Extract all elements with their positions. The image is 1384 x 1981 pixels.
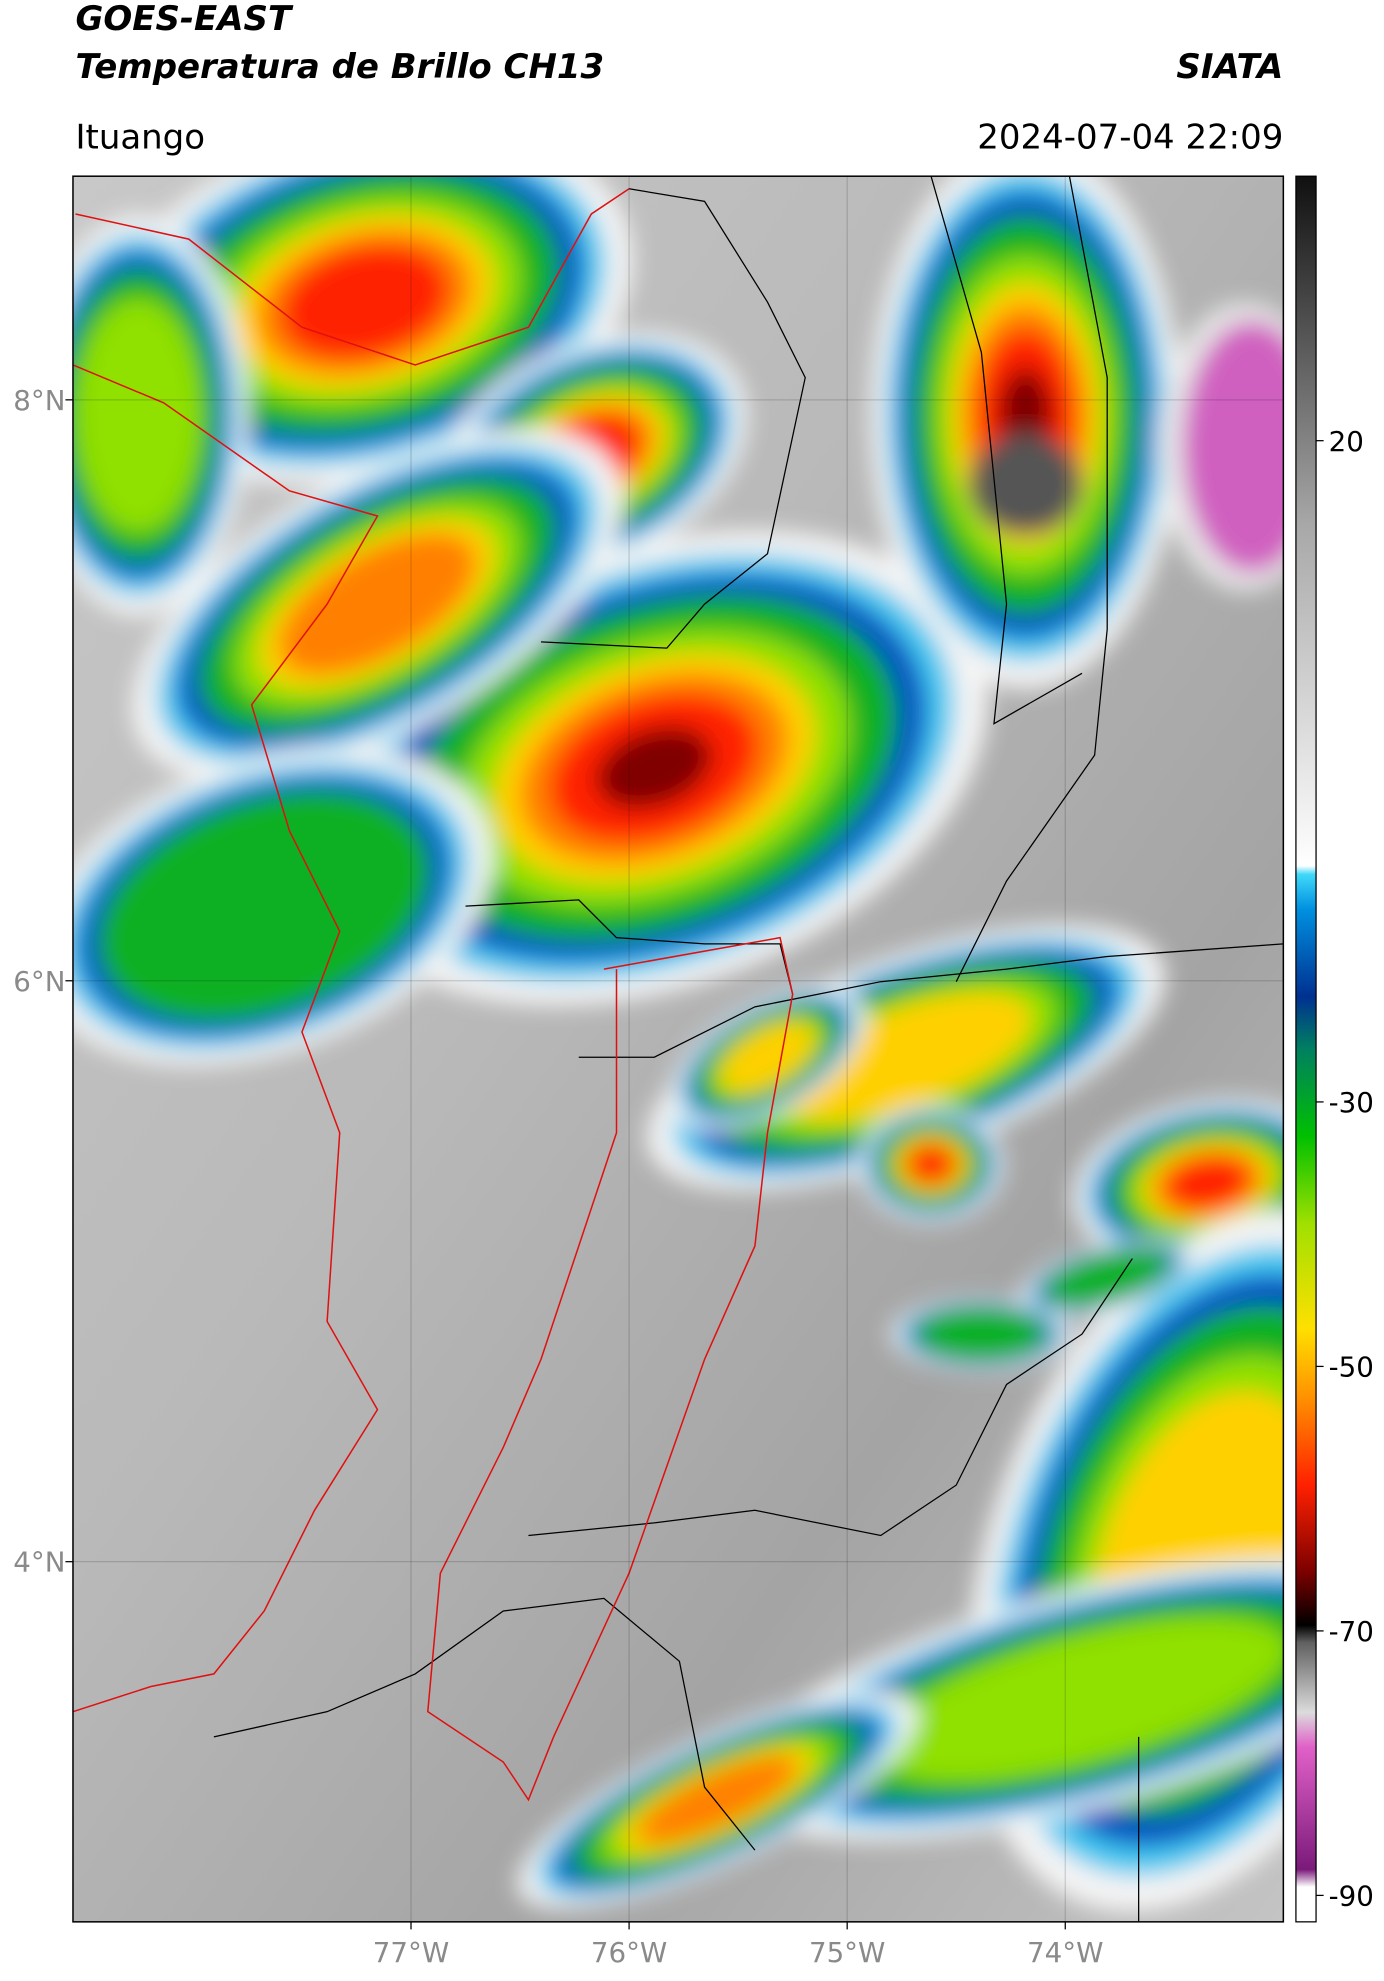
cloud-cell [596,726,712,809]
organization: SIATA [1176,47,1283,87]
location: Ituango [75,118,205,158]
datetime: 2024-07-04 22:09 [977,118,1283,158]
colorbar-tick-label: -50 [1329,1350,1374,1383]
x-tick-label: 76°W [591,1936,667,1969]
cloud-cell [1043,1248,1172,1307]
cloud-cell [1182,320,1284,573]
map-image [72,176,1284,1922]
x-tick-label: 75°W [809,1936,885,1969]
y-tick-label: 4°N [13,1546,65,1579]
x-tick-label: 74°W [1027,1936,1103,1969]
cloud-layer [72,176,1284,1912]
colorbar-tick-label: -30 [1329,1086,1374,1119]
map-frame [72,175,1285,1923]
colorbar-tick-label: 20 [1329,425,1364,458]
title: GOES-EAST [75,0,293,39]
colorbar-tick-label: -70 [1329,1615,1374,1648]
axes: 77°W 76°W 75°W 74°W 4°N 6°N 8°N -90 -70 -50 -30 20 [13,176,1374,1969]
subtitle: Temperatura de Brillo CH13 [75,47,604,87]
cloud-cell [780,993,1032,1122]
colorbar [1295,175,1317,1923]
cloud-cell [1165,1156,1250,1210]
y-tick-label: 6°N [13,965,65,998]
cloud-cell [719,1022,816,1093]
cloud-cell [908,1146,954,1183]
cloud-cell [74,297,203,534]
x-tick-label: 77°W [373,1936,449,1969]
cloud-cell [98,790,430,1022]
cloud-cell [874,1615,1284,1783]
y-tick-label: 8°N [13,384,65,417]
cloud-cell [279,533,476,675]
colorbar-tick-label: -90 [1329,1879,1374,1912]
coastline [72,188,794,1802]
cloud-cell [637,1756,798,1844]
cloud-cell [281,245,449,359]
cloud-cell [915,1307,1048,1361]
borders [213,176,1284,1922]
